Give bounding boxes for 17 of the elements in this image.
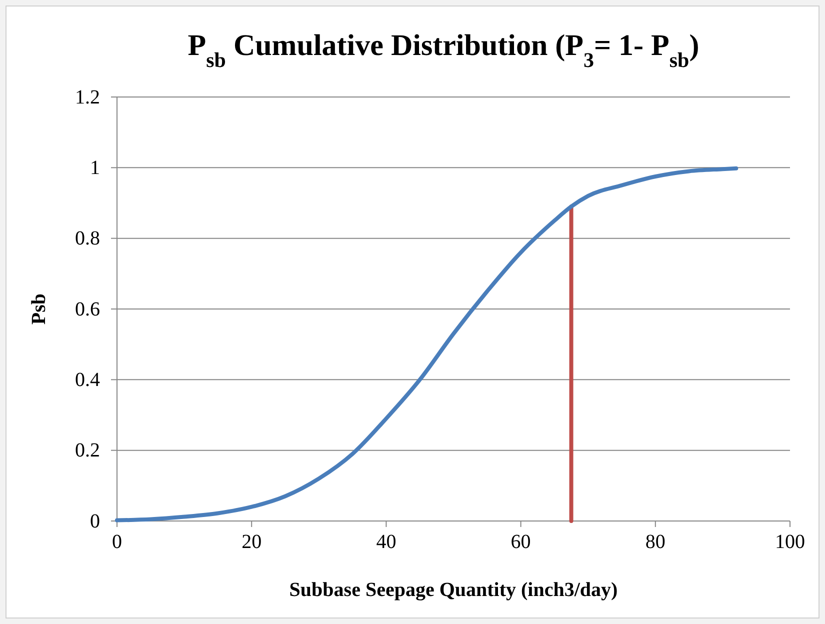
x-tick-label: 100 (775, 531, 805, 553)
x-axis-title: Subbase Seepage Quantity (inch3/day) (289, 579, 618, 601)
y-tick-label: 1.2 (75, 86, 100, 108)
y-tick-label: 0.6 (75, 298, 100, 320)
x-tick-label: 80 (645, 531, 666, 553)
x-tick-label: 60 (510, 531, 531, 553)
y-tick-label: 0.8 (75, 228, 100, 250)
x-tick-label: 40 (376, 531, 396, 553)
y-tick-label: 0 (90, 510, 100, 532)
line-series (115, 166, 738, 522)
y-tick-label: 0.4 (75, 369, 100, 392)
y-axis-title: Psb (28, 293, 50, 325)
x-tick-label: 20 (242, 531, 262, 553)
x-tick-label: 0 (112, 531, 122, 553)
chart-title: P$_{sb}$ Cumulative Distribution (P$_{3}$= 1- P$_{sb}$) (188, 29, 700, 72)
y-tick-label: 0.2 (75, 440, 100, 462)
y-tick-label: 1 (90, 157, 100, 180)
